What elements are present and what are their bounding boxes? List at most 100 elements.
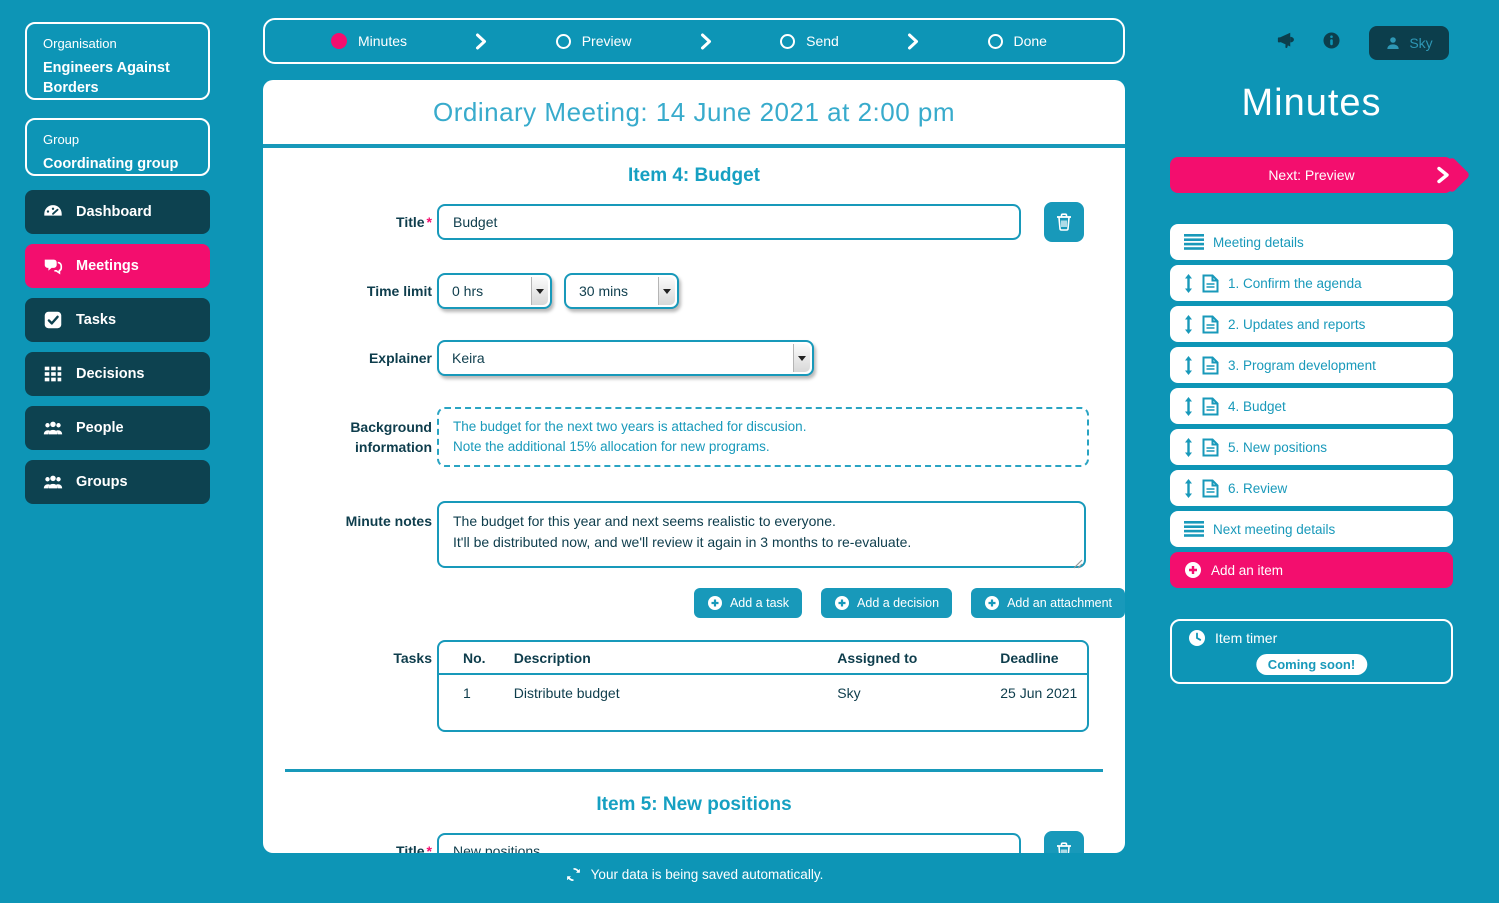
drag-updown-icon <box>1184 314 1193 334</box>
explainer-label: Explainer <box>368 350 432 366</box>
resize-grip-icon[interactable] <box>1073 559 1083 569</box>
minute-notes-textarea[interactable]: The budget for this year and next seems … <box>437 501 1086 568</box>
group-card[interactable]: Group Coordinating group <box>25 118 210 176</box>
step-dot <box>780 33 796 49</box>
right-sidebar: Sky Minutes Next: Preview Meeting detail… <box>1170 0 1453 903</box>
meetings-icon <box>42 255 64 277</box>
hours-select[interactable]: 0 hrs <box>437 273 552 309</box>
time-limit-label: Time limit <box>366 283 432 299</box>
column-header-description: Description <box>513 642 838 675</box>
plus-circle-icon <box>984 595 1000 611</box>
dashboard-icon <box>42 201 64 223</box>
sidebar-item-groups[interactable]: Groups <box>25 460 210 504</box>
user-menu-button[interactable]: Sky <box>1369 26 1449 60</box>
tasks-label: Tasks <box>393 650 432 666</box>
sidebar-item-decisions[interactable]: Decisions <box>25 352 210 396</box>
minutes-select[interactable]: 30 mins <box>564 273 679 309</box>
sync-icon <box>565 866 582 883</box>
drag-updown-icon <box>1184 396 1193 416</box>
explainer-select[interactable]: Keira <box>437 340 814 376</box>
item4-title-input[interactable] <box>437 204 1021 240</box>
drag-updown-icon <box>1184 355 1193 375</box>
item5-delete-button[interactable] <box>1044 831 1084 853</box>
sidebar-item-people[interactable]: People <box>25 406 210 450</box>
select-arrow-icon <box>793 344 810 372</box>
background-information-box: The budget for the next two years is att… <box>437 407 1089 467</box>
people-icon <box>42 417 64 439</box>
task-assigned-to: Sky <box>837 685 861 701</box>
item4-time-limit-row: Time limit 0 hrs 30 mins <box>263 273 1125 309</box>
drag-updown-icon <box>1184 478 1193 498</box>
explainer-value: Keira <box>452 350 485 366</box>
step-done[interactable]: Done <box>987 33 1047 49</box>
plus-circle-icon <box>834 595 850 611</box>
add-task-button[interactable]: Add a task <box>693 588 803 618</box>
table-row: 1 Distribute budget Sky 25 Jun 2021 <box>439 675 1087 730</box>
chevron-right-icon <box>907 33 919 50</box>
user-name: Sky <box>1409 35 1433 51</box>
item-timer-label: Item timer <box>1215 630 1278 646</box>
item-confirm-agenda[interactable]: 1. Confirm the agenda <box>1170 265 1453 301</box>
sidebar-item-label: Decisions <box>76 366 145 382</box>
next-preview-button[interactable]: Next: Preview <box>1170 157 1453 193</box>
item-next-meeting-details[interactable]: Next meeting details <box>1170 511 1453 547</box>
step-label: Done <box>1013 33 1047 49</box>
plus-circle-icon <box>707 595 723 611</box>
item4-heading: Item 4: Budget <box>628 165 760 186</box>
task-deadline: 25 Jun 2021 <box>1000 685 1078 701</box>
organisation-card[interactable]: Organisation Engineers Against Borders <box>25 22 210 100</box>
document-icon <box>1202 397 1219 416</box>
item-review[interactable]: 6. Review <box>1170 470 1453 506</box>
item-meeting-details[interactable]: Meeting details <box>1170 224 1453 260</box>
chevron-right-icon <box>1436 166 1450 184</box>
tasks-table: No. Description Assigned to Deadline 1 D… <box>437 640 1089 732</box>
sidebar-item-tasks[interactable]: Tasks <box>25 298 210 342</box>
announcements-button[interactable] <box>1276 30 1299 52</box>
minute-notes-label: Minute notes <box>345 513 432 529</box>
step-dot <box>555 33 571 49</box>
required-asterisk: * <box>426 843 432 853</box>
header-divider <box>263 144 1125 148</box>
background-line: Note the additional 15% allocation for n… <box>453 439 770 454</box>
item4-explainer-row: Explainer Keira <box>263 340 1125 376</box>
item4-delete-button[interactable] <box>1044 202 1084 242</box>
step-dot <box>987 33 1003 49</box>
menu-icon <box>1184 234 1204 250</box>
trash-icon <box>1056 213 1072 231</box>
step-dot-active <box>331 33 347 49</box>
task-description: Distribute budget <box>513 685 620 701</box>
step-send[interactable]: Send <box>780 33 839 49</box>
help-button[interactable] <box>1323 32 1340 49</box>
chevron-right-icon <box>475 33 487 50</box>
add-attachment-button[interactable]: Add an attachment <box>971 588 1125 618</box>
item-divider <box>285 769 1103 772</box>
add-decision-button[interactable]: Add a decision <box>821 588 953 618</box>
megaphone-icon <box>1276 30 1299 52</box>
column-header-deadline: Deadline <box>1000 642 1087 675</box>
item4-actions-row: Add a task Add a decision Add an attachm… <box>263 588 1125 618</box>
item5-title-input[interactable] <box>437 833 1021 853</box>
progress-stepper: Minutes Preview Send Done <box>263 18 1125 64</box>
item-budget[interactable]: 4. Budget <box>1170 388 1453 424</box>
hours-value: 0 hrs <box>452 283 484 299</box>
item-program-development[interactable]: 3. Program development <box>1170 347 1453 383</box>
item4-title-row: Title * <box>263 202 1125 242</box>
step-minutes[interactable]: Minutes <box>331 33 407 49</box>
step-preview[interactable]: Preview <box>555 33 631 49</box>
add-an-item-button[interactable]: Add an item <box>1170 552 1453 588</box>
autosave-status-bar: Your data is being saved automatically. <box>263 866 1125 883</box>
item4-minute-notes-row: Minute notes The budget for this year an… <box>263 501 1125 573</box>
document-icon <box>1202 356 1219 375</box>
column-header-no: No. <box>439 642 514 675</box>
tasks-table-header-row: No. Description Assigned to Deadline <box>439 642 1087 675</box>
sidebar-item-label: People <box>76 420 124 436</box>
item4-background-row: Background information The budget for th… <box>263 407 1125 467</box>
select-arrow-icon <box>531 277 548 305</box>
sidebar-item-meetings[interactable]: Meetings <box>25 244 210 288</box>
title-label: Title * <box>396 214 432 230</box>
item-new-positions[interactable]: 5. New positions <box>1170 429 1453 465</box>
sidebar-item-dashboard[interactable]: Dashboard <box>25 190 210 234</box>
item-updates-reports[interactable]: 2. Updates and reports <box>1170 306 1453 342</box>
sidebar-item-label: Meetings <box>76 258 139 274</box>
